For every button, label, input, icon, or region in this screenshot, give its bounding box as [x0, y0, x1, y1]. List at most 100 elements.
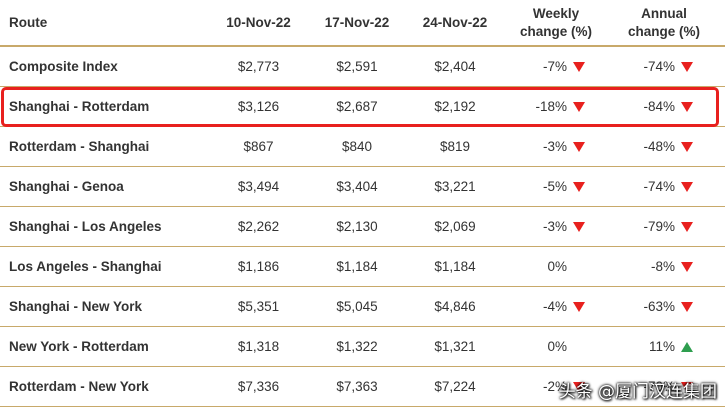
- rate-date-2: $2,130: [336, 219, 378, 234]
- annual-change-value: 11%: [648, 339, 675, 354]
- rate-date-2: $2,687: [336, 99, 378, 114]
- down-arrow-icon: [680, 181, 694, 193]
- rate-date-2: $5,045: [336, 299, 378, 314]
- rate-date-3: $4,846: [434, 299, 476, 314]
- down-arrow-icon: [680, 261, 694, 273]
- down-arrow-icon: [572, 101, 586, 113]
- watermark-text: 头条 @厦门汉连集团: [558, 382, 717, 402]
- weekly-change-cell: -18%: [504, 87, 608, 126]
- table-row: Composite Index $2,773 $2,591 $2,404 -7% -74%: [0, 47, 725, 87]
- annual-change-value: -48%: [643, 139, 675, 154]
- rate-date-3: $7,224: [434, 379, 476, 394]
- table-row: Shanghai - New York $5,351 $5,045 $4,846 -4%…: [0, 287, 725, 327]
- route-name: New York - Rotterdam: [9, 339, 149, 354]
- weekly-change-value: -18%: [535, 99, 567, 114]
- header-date-3: 24-Nov-22: [422, 15, 488, 30]
- weekly-change-value: 0%: [547, 259, 567, 274]
- rate-date-2: $7,363: [336, 379, 378, 394]
- rate-date-1: $5,351: [237, 299, 280, 314]
- down-arrow-icon: [572, 61, 586, 73]
- route-name: Los Angeles - Shanghai: [9, 259, 162, 274]
- annual-change-value: -8%: [650, 259, 675, 274]
- weekly-change-cell: 0%: [504, 327, 608, 366]
- route-name: Rotterdam - New York: [9, 379, 149, 394]
- table-row: Shanghai - Genoa $3,494 $3,404 $3,221 -5% -74…: [0, 167, 725, 207]
- route-name: Shanghai - Rotterdam: [9, 99, 150, 114]
- rate-date-2: $2,591: [336, 59, 378, 74]
- annual-change-cell: 11%: [608, 327, 720, 366]
- down-arrow-icon: [572, 381, 586, 393]
- rate-date-3: $1,184: [434, 259, 476, 274]
- table-row: Rotterdam - Shanghai $867 $840 $819 -3% -48%: [0, 127, 725, 167]
- rate-date-3: $1,321: [434, 339, 476, 354]
- annual-change-value: -79%: [643, 219, 675, 234]
- down-arrow-icon: [680, 381, 694, 393]
- down-arrow-icon: [680, 301, 694, 313]
- annual-change-value: -74%: [643, 179, 675, 194]
- rate-date-2: $3,404: [336, 179, 378, 194]
- annual-change-cell: -48%: [608, 127, 720, 166]
- weekly-change-value: -3%: [542, 139, 567, 154]
- annual-change-cell: -84%: [608, 87, 720, 126]
- down-arrow-icon: [680, 141, 694, 153]
- header-annual-line2: change (%): [627, 23, 700, 39]
- down-arrow-icon: [680, 221, 694, 233]
- weekly-change-cell: -4%: [504, 287, 608, 326]
- rate-date-1: $3,494: [237, 179, 280, 194]
- down-arrow-icon: [572, 301, 586, 313]
- header-date-1: 10-Nov-22: [226, 15, 291, 30]
- rate-date-3: $819: [439, 139, 471, 154]
- rate-date-1: $3,126: [237, 99, 280, 114]
- header-weekly-line1: Weekly: [532, 5, 580, 21]
- annual-change-value: -84%: [643, 99, 675, 114]
- up-arrow-icon: [680, 341, 694, 353]
- rate-date-1: $1,318: [237, 339, 280, 354]
- route-name: Shanghai - Los Angeles: [9, 219, 162, 234]
- rate-date-3: $2,192: [434, 99, 476, 114]
- weekly-change-value: -3%: [542, 219, 567, 234]
- down-arrow-icon: [572, 181, 586, 193]
- header-date-2: 17-Nov-22: [324, 15, 390, 30]
- annual-change-cell: -74%: [608, 167, 720, 206]
- weekly-change-cell: 0%: [504, 247, 608, 286]
- route-name: Composite Index: [9, 59, 118, 74]
- weekly-change-cell: -5%: [504, 167, 608, 206]
- weekly-change-cell: -3%: [504, 207, 608, 246]
- rate-date-3: $2,404: [434, 59, 476, 74]
- rate-date-1: $7,336: [237, 379, 280, 394]
- table-row: Rotterdam - New York $7,336 $7,363 $7,224 -2…: [0, 367, 725, 407]
- down-arrow-icon: [572, 221, 586, 233]
- rate-date-2: $1,322: [336, 339, 378, 354]
- weekly-change-value: -4%: [542, 299, 567, 314]
- annual-change-value: -74%: [643, 59, 675, 74]
- weekly-change-value: -5%: [542, 179, 567, 194]
- weekly-change-cell: -2%: [504, 367, 608, 406]
- table-header-row: Route 10-Nov-22 17-Nov-22 24-Nov-22 Week…: [0, 0, 725, 47]
- annual-change-cell: -70%: [608, 367, 720, 406]
- down-arrow-icon: [680, 61, 694, 73]
- header-annual-line1: Annual: [641, 5, 687, 21]
- table-row: Shanghai - Los Angeles $2,262 $2,130 $2,069…: [0, 207, 725, 247]
- weekly-change-value: -7%: [542, 59, 567, 74]
- rate-date-3: $3,221: [434, 179, 476, 194]
- weekly-change-cell: -3%: [504, 127, 608, 166]
- header-route: Route: [9, 15, 48, 30]
- table-row: Los Angeles - Shanghai $1,186 $1,184 $1,184…: [0, 247, 725, 287]
- rate-date-2: $840: [341, 139, 373, 154]
- annual-change-cell: -63%: [608, 287, 720, 326]
- annual-change-value: -63%: [643, 299, 675, 314]
- rate-date-3: $2,069: [434, 219, 476, 234]
- down-arrow-icon: [572, 141, 586, 153]
- header-weekly-line2: change (%): [519, 23, 592, 39]
- rate-date-1: $2,262: [237, 219, 280, 234]
- down-arrow-icon: [680, 101, 694, 113]
- weekly-change-value: -2%: [542, 379, 567, 394]
- route-name: Rotterdam - Shanghai: [9, 139, 150, 154]
- header-weekly-change: Weekly change (%): [504, 0, 608, 45]
- annual-change-cell: -79%: [608, 207, 720, 246]
- rate-date-1: $2,773: [237, 59, 280, 74]
- annual-change-cell: -8%: [608, 247, 720, 286]
- weekly-change-cell: -7%: [504, 47, 608, 86]
- table-row: New York - Rotterdam $1,318 $1,322 $1,321 0%…: [0, 327, 725, 367]
- rate-date-1: $1,186: [237, 259, 280, 274]
